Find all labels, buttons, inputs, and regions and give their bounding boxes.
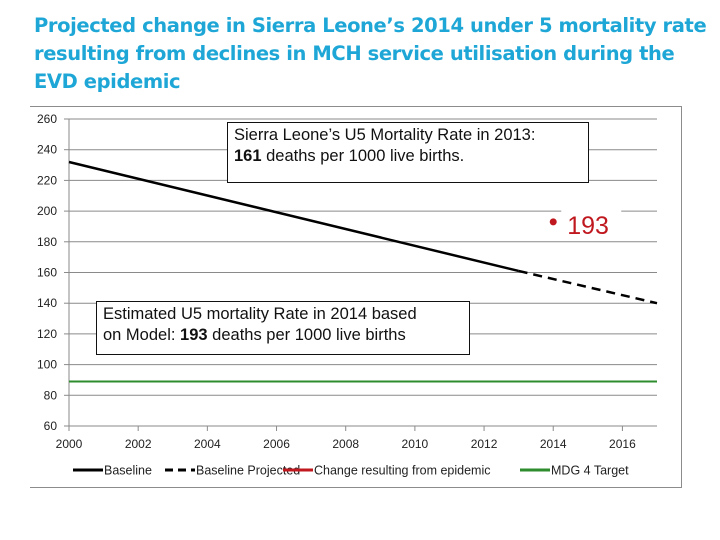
data-point-change-resulting-from-epidemic — [549, 218, 557, 226]
y-tick-label: 220 — [37, 173, 57, 187]
legend-label-baseline-projected: Baseline Projected — [196, 464, 300, 478]
annotation-2013-value: 161 — [234, 147, 262, 165]
annotation-2014-line2: on Model: 193 deaths per 1000 live birth… — [103, 325, 463, 346]
series-line-baseline — [68, 160, 519, 273]
x-tick-label: 2014 — [540, 437, 567, 451]
x-tick-labels: 2000 2002 2004 2006 2008 2010 2012 2014 2016 — [56, 437, 636, 451]
annotation-2014-line1: Estimated U5 mortality Rate in 2014 base… — [103, 305, 417, 323]
y-tick-label: 60 — [44, 419, 58, 433]
annotation-2014-value: 193 — [180, 326, 208, 344]
annotation-2014-prefix: on Model: — [103, 326, 181, 344]
y-tick-label: 120 — [37, 327, 57, 341]
y-tick-label: 180 — [37, 235, 57, 249]
annotation-2014: Estimated U5 mortality Rate in 2014 base… — [96, 301, 470, 355]
y-tick-label: 140 — [37, 296, 57, 310]
x-tick-label: 2000 — [56, 437, 83, 451]
data-label-bg — [561, 207, 622, 238]
annotation-2014-suffix: deaths per 1000 live births — [207, 326, 406, 344]
x-tick-label: 2016 — [609, 437, 636, 451]
legend: Baseline Baseline Projected Change resulti… — [73, 464, 629, 478]
y-tick-labels: 60 80 100 120 140 160 180 200 220 240 260 — [37, 112, 57, 433]
chart-frame — [30, 106, 682, 488]
x-tick-label: 2008 — [332, 437, 359, 451]
x-tick-label: 2004 — [194, 437, 221, 451]
series-lines: 193 — [68, 160, 658, 383]
annotation-2013: Sierra Leone’s U5 Mortality Rate in 2013… — [227, 122, 589, 183]
annotation-2013-line1: Sierra Leone’s U5 Mortality Rate in 2013… — [234, 126, 536, 144]
y-tick-label: 160 — [37, 266, 57, 280]
y-tick-label: 100 — [37, 358, 57, 372]
legend-label-mdg-4-target: MDG 4 Target — [551, 464, 629, 478]
legend-label-baseline: Baseline — [104, 464, 152, 478]
y-tick-label: 260 — [37, 112, 57, 126]
annotation-2013-suffix: deaths per 1000 live births. — [261, 147, 465, 165]
y-tick-label: 240 — [37, 143, 57, 157]
y-tick-label: 80 — [44, 388, 58, 402]
axes — [64, 118, 657, 431]
data-label-change-resulting-from-epidemic: 193 — [567, 212, 609, 240]
x-tick-label: 2006 — [263, 437, 290, 451]
series-line-baseline-projected — [518, 269, 658, 305]
y-tick-label: 200 — [37, 204, 57, 218]
x-tick-label: 2010 — [402, 437, 429, 451]
x-tick-label: 2012 — [471, 437, 498, 451]
x-tick-label: 2002 — [125, 437, 152, 451]
annotation-2013-line2: 161 deaths per 1000 live births. — [234, 146, 582, 167]
legend-label-change-resulting-from-epidemic: Change resulting from epidemic — [314, 464, 490, 478]
chart-title: Projected change in Sierra Leone’s 2014 … — [34, 14, 707, 93]
